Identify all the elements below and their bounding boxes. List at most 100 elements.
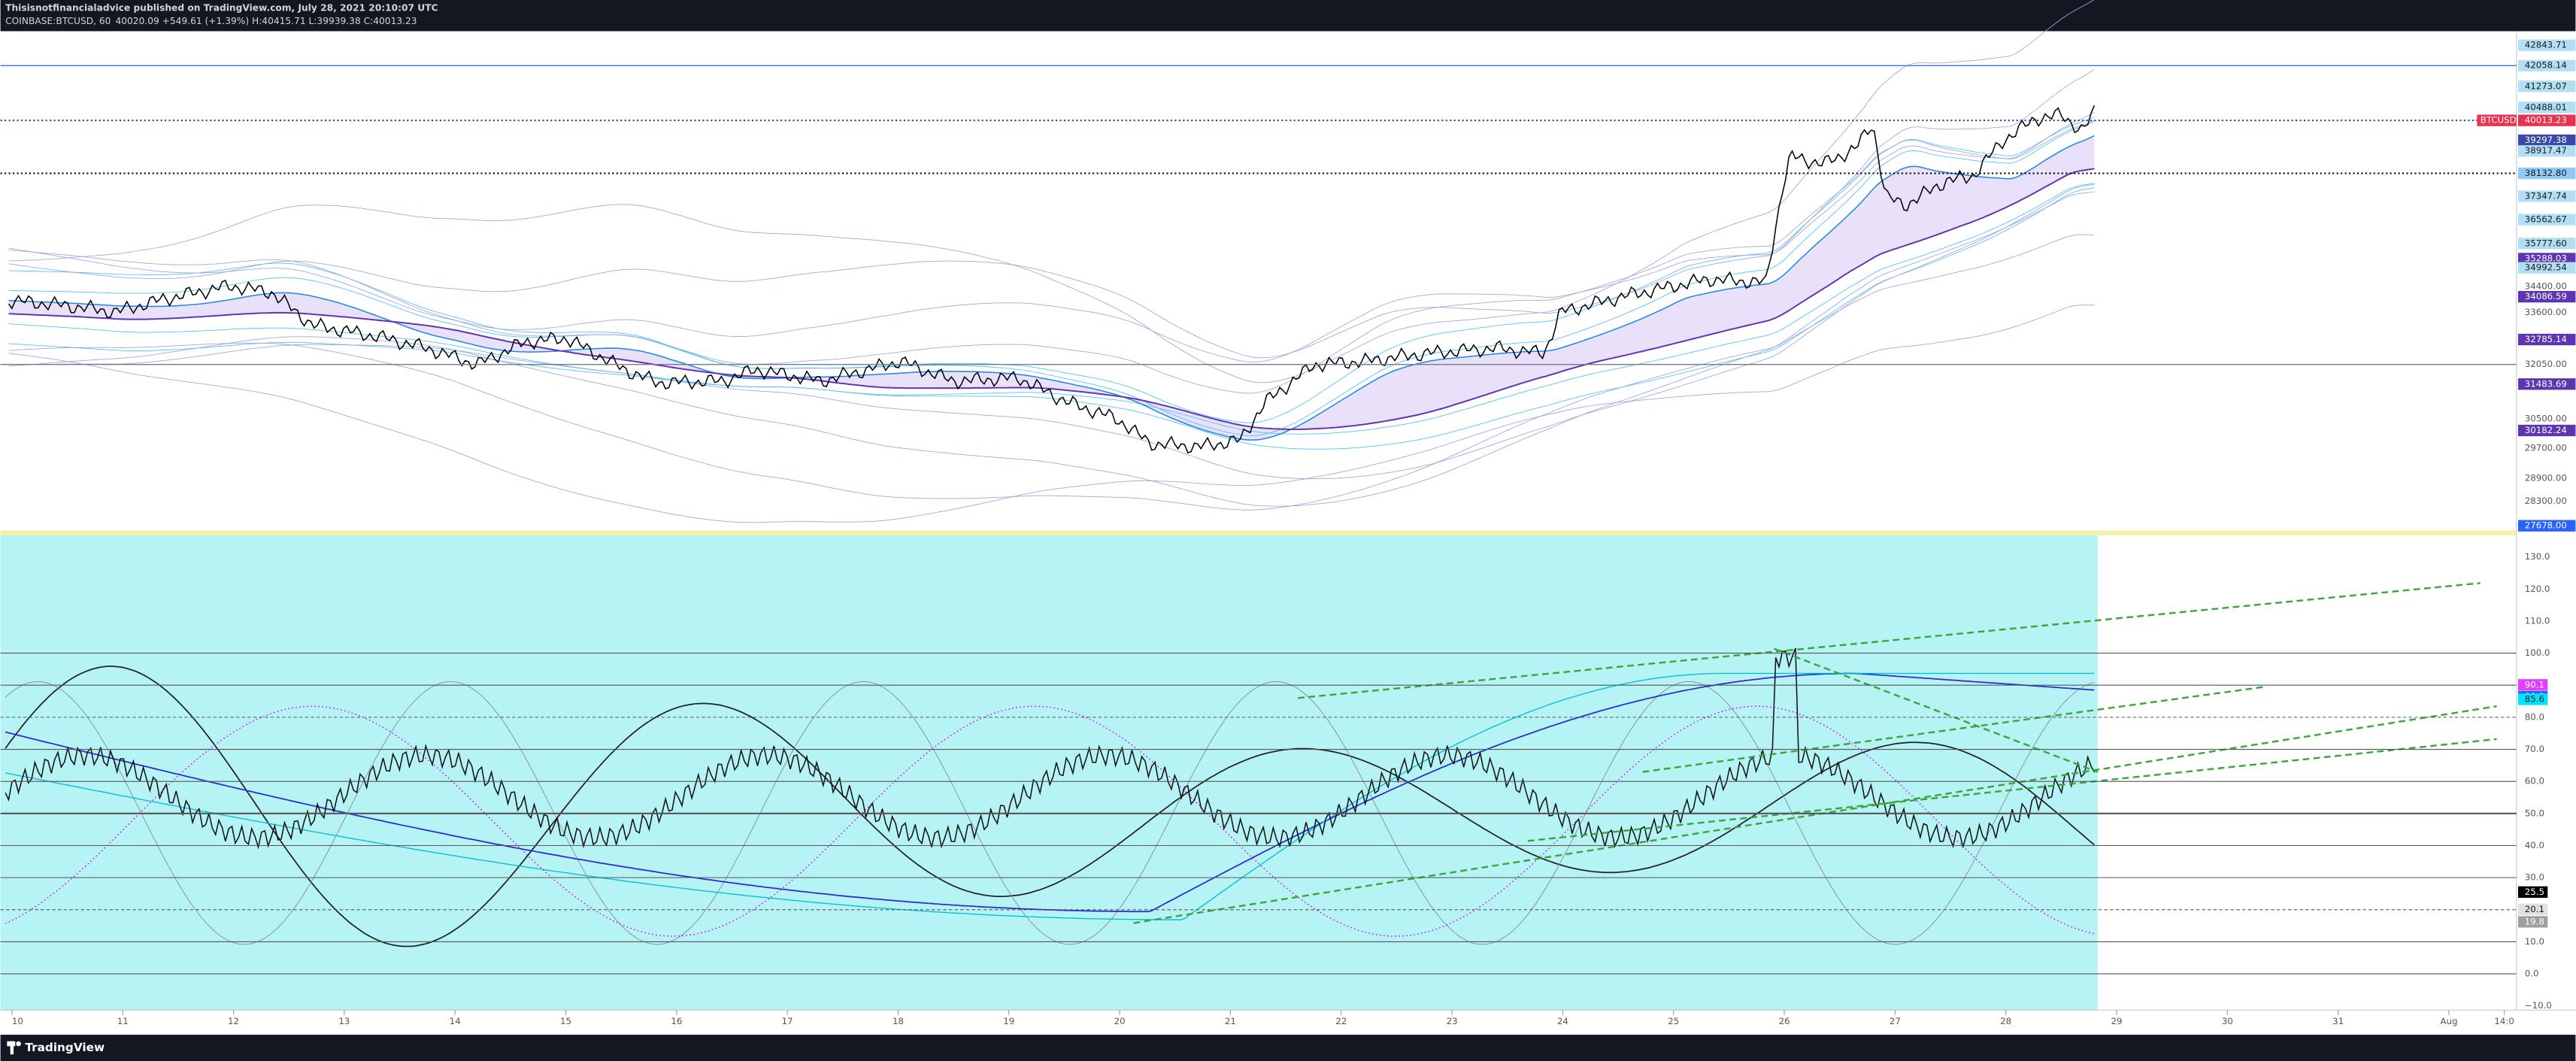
- osc-label: 90.1: [2525, 679, 2544, 690]
- osc-magenta: [5, 705, 2095, 937]
- trendline: [1774, 647, 2099, 773]
- symbol-tag-box: [2477, 114, 2517, 126]
- osc-label-box: [2517, 886, 2548, 898]
- x-tick-label: Aug: [2440, 1016, 2457, 1026]
- price-label-box: [2517, 262, 2576, 274]
- band-line: [8, 120, 2095, 394]
- price-label-box: [2517, 80, 2576, 92]
- osc-label: 85.6: [2525, 693, 2544, 704]
- price-label: 32050.00: [2525, 359, 2567, 369]
- price-label: 39297.38: [2525, 135, 2567, 145]
- y-tick-label: 110.0: [2525, 615, 2550, 626]
- x-tick-label: 28: [2000, 1016, 2011, 1026]
- price-label: 28300.00: [2525, 496, 2567, 506]
- price-label-box: [2517, 39, 2576, 51]
- price-label: 33600.00: [2525, 307, 2567, 317]
- x-tick-label: 26: [1779, 1016, 1790, 1026]
- price-label-box: [2517, 333, 2576, 346]
- price-label: 30182.24: [2525, 425, 2567, 435]
- x-tick-label: 20: [1114, 1016, 1126, 1026]
- osc-label-box: [2517, 679, 2548, 691]
- symbol: COINBASE:BTCUSD, 60: [5, 16, 111, 26]
- price-label: 34400.00: [2525, 281, 2567, 292]
- price-label-box: [2517, 214, 2576, 226]
- price-label: 42843.71: [2525, 40, 2567, 50]
- band-line: [8, 69, 2095, 359]
- price-label: 35288.03: [2525, 253, 2567, 263]
- price-label: 36562.67: [2525, 214, 2567, 225]
- price-label: 40488.01: [2525, 102, 2567, 112]
- y-tick-label: 30.0: [2525, 872, 2544, 883]
- osc-label-box: [2517, 693, 2548, 705]
- y-tick-label: 70.0: [2525, 744, 2544, 754]
- symbol-tag: BTCUSD: [2481, 115, 2517, 126]
- y-tick-label: 60.0: [2525, 776, 2544, 787]
- price-label: 34992.54: [2525, 262, 2567, 273]
- band-line: [8, 234, 2095, 511]
- price-pane: [0, 31, 2517, 531]
- footer-bar: [0, 1035, 2576, 1061]
- osc-candles: [5, 647, 2096, 850]
- band-line: [8, 0, 2094, 383]
- x-tick-label: 27: [1890, 1016, 1901, 1026]
- y-tick-label: 80.0: [2525, 711, 2544, 722]
- trendline: [1527, 738, 2497, 842]
- pane-separator: [0, 530, 2517, 536]
- osc-label-box: [2517, 903, 2548, 916]
- price-label: 35777.60: [2525, 238, 2567, 248]
- price-label: 42058.14: [2525, 60, 2567, 71]
- price-label: 31483.69: [2525, 378, 2567, 389]
- price-label: 34086.59: [2525, 291, 2567, 302]
- x-tick-label: 18: [893, 1016, 904, 1026]
- band-line: [8, 120, 2095, 436]
- price-label: 28900.00: [2525, 473, 2567, 484]
- band-line: [8, 192, 2095, 507]
- price-label-box: [2517, 238, 2576, 250]
- x-tick-label: 22: [1335, 1016, 1347, 1026]
- osc-cyan: [5, 672, 2095, 920]
- x-tick-label: 10: [12, 1016, 23, 1026]
- publisher: Thisisnotfinancialadvice published on Tr…: [5, 2, 438, 13]
- price-label-box: [2517, 102, 2576, 114]
- x-tick-label: 14:0: [2494, 1016, 2514, 1026]
- y-tick-label: −10.0: [2525, 1000, 2552, 1011]
- ma-cloud: [8, 135, 2095, 441]
- x-tick-label: 15: [560, 1016, 571, 1026]
- x-tick-label: 21: [1225, 1016, 1236, 1026]
- band-line: [8, 305, 2095, 523]
- price-label-box: [2517, 190, 2576, 202]
- x-tick-label: 16: [671, 1016, 682, 1026]
- price-label: 37347.74: [2525, 190, 2567, 201]
- x-tick-label: 23: [1447, 1016, 1458, 1026]
- x-tick-label: 31: [2332, 1016, 2344, 1026]
- price-label-box: [2517, 378, 2576, 390]
- price-label-box: [2517, 145, 2576, 157]
- x-tick-label: 30: [2222, 1016, 2233, 1026]
- osc-label: 25.5: [2525, 887, 2544, 897]
- x-tick-label: 19: [1003, 1016, 1014, 1026]
- price-label-box: [2517, 59, 2576, 71]
- x-tick-label: 12: [228, 1016, 239, 1026]
- osc-label-box: [2517, 916, 2548, 928]
- y-tick-label: 120.0: [2525, 584, 2550, 594]
- price-label-box: [2517, 520, 2576, 532]
- y-tick-label: 50.0: [2525, 808, 2544, 818]
- oscillator-highlight: [0, 535, 2098, 1011]
- price-label: 38917.47: [2525, 145, 2567, 156]
- ma-line: [8, 135, 2095, 441]
- x-tick-label: 11: [117, 1016, 129, 1026]
- price-candles: [8, 105, 2096, 454]
- ma-line: [8, 168, 2095, 430]
- x-tick-label: 25: [1668, 1016, 1679, 1026]
- trendline: [1133, 705, 2497, 924]
- price-label: 27678.00: [2525, 520, 2567, 531]
- osc-label: 20.1: [2525, 904, 2544, 914]
- price-label-box: [2517, 114, 2576, 126]
- ohlc: 40020.09 +549.61 (+1.39%) H:40415.71 L:3…: [115, 16, 417, 26]
- y-tick-label: 100.0: [2525, 647, 2550, 658]
- osc-grey: [5, 681, 2095, 945]
- y-tick-label: 0.0: [2525, 969, 2539, 979]
- price-label: 40013.23: [2525, 115, 2567, 126]
- brand: TradingView: [25, 1041, 105, 1054]
